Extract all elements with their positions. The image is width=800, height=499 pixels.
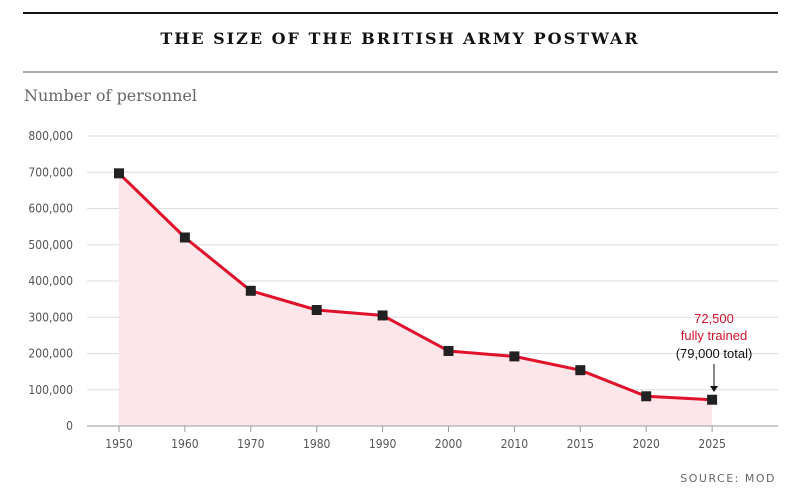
data-point bbox=[641, 391, 652, 402]
data-point bbox=[311, 305, 322, 315]
x-tick-label: 2015 bbox=[567, 437, 594, 451]
annotation: 72,500 fully trained (79,000 total) bbox=[676, 311, 753, 392]
data-point bbox=[575, 365, 586, 376]
y-tick-label: 700,000 bbox=[28, 165, 73, 179]
x-tick-label: 2010 bbox=[501, 437, 529, 451]
x-tick-label: 2000 bbox=[435, 437, 463, 451]
annotation-value: 72,500 bbox=[694, 311, 734, 326]
y-tick-label: 500,000 bbox=[28, 238, 73, 252]
data-point bbox=[179, 232, 190, 243]
x-tick-label: 1970 bbox=[237, 437, 265, 451]
y-tick-label: 200,000 bbox=[28, 347, 73, 361]
data-point bbox=[377, 310, 388, 321]
x-tick-label: 2025 bbox=[698, 437, 725, 451]
y-tick-label: 800,000 bbox=[28, 129, 73, 143]
x-tick-label: 1950 bbox=[105, 437, 133, 451]
annotation-fully-trained: fully trained bbox=[681, 328, 747, 343]
x-ticks: 1950 1960 1970 1980 1990 2000 2010 2015 2020 2025 bbox=[105, 426, 726, 451]
x-tick-label: 2020 bbox=[632, 437, 660, 451]
x-tick-label: 1990 bbox=[369, 437, 397, 451]
data-point bbox=[245, 285, 256, 296]
y-tick-label: 400,000 bbox=[28, 274, 73, 288]
y-tick-label: 300,000 bbox=[28, 310, 73, 324]
data-point bbox=[509, 351, 520, 362]
data-point bbox=[114, 168, 124, 179]
y-axis-label: Number of personnel bbox=[24, 86, 197, 105]
y-ticks: 0 100,000 200,000 300,000 400,000 500,000 600,… bbox=[28, 129, 73, 433]
y-tick-label: 600,000 bbox=[28, 202, 73, 216]
data-point bbox=[707, 394, 718, 405]
x-tick-label: 1960 bbox=[171, 437, 199, 451]
y-tick-label: 100,000 bbox=[28, 383, 73, 397]
x-tick-label: 1980 bbox=[303, 437, 331, 451]
data-point bbox=[443, 345, 454, 356]
chart-title: THE SIZE OF THE BRITISH ARMY POSTWAR bbox=[160, 29, 639, 48]
markers bbox=[114, 168, 718, 405]
y-tick-label: 0 bbox=[66, 419, 73, 433]
source-note: SOURCE: MOD bbox=[680, 472, 776, 485]
annotation-total: (79,000 total) bbox=[676, 346, 753, 361]
series-line bbox=[117, 172, 713, 402]
annotation-arrow-head bbox=[710, 386, 718, 392]
series-area bbox=[119, 173, 713, 426]
